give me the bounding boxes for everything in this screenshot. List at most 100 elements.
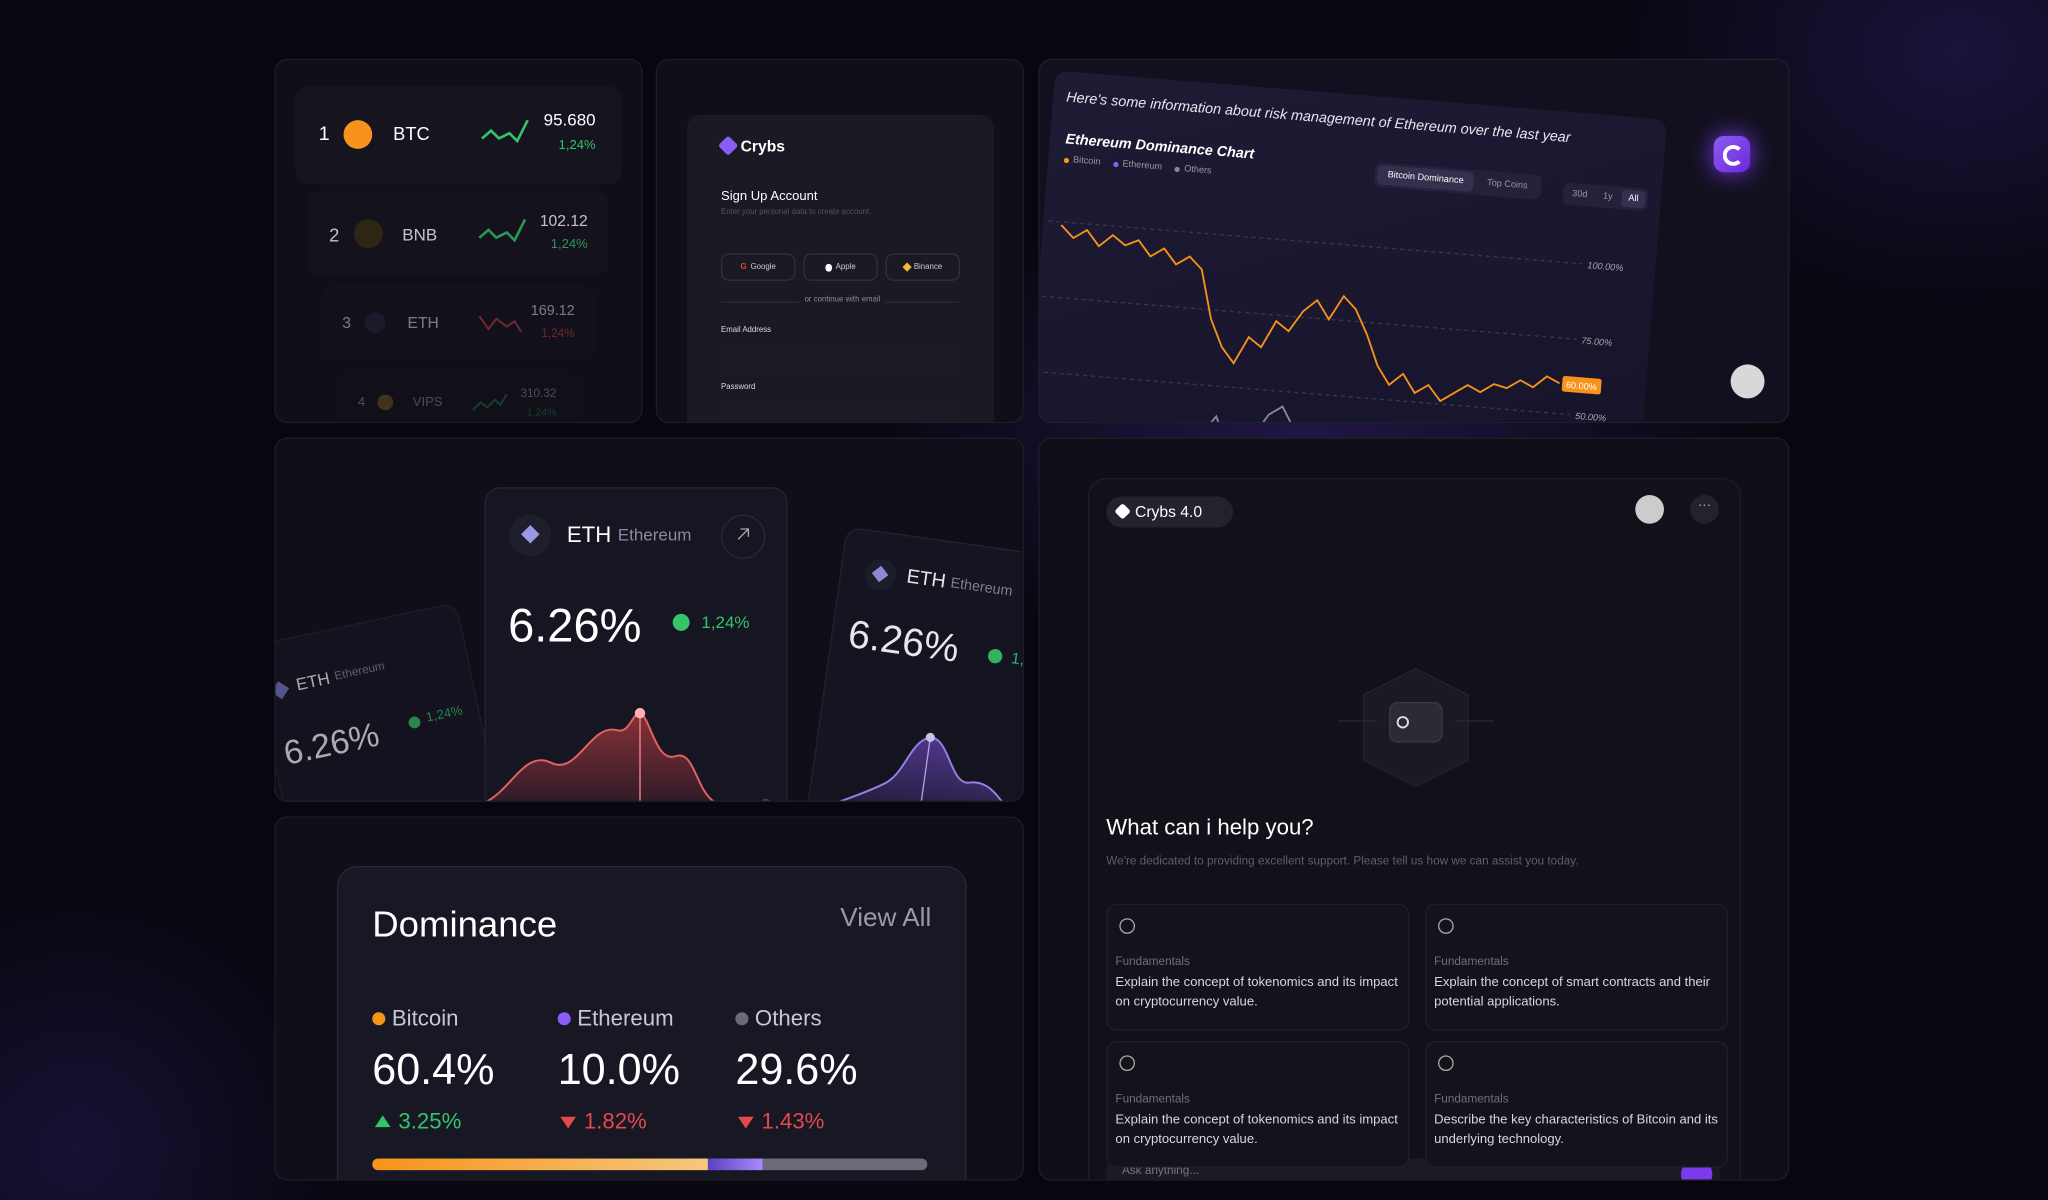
app-icon-glyph [1722,144,1744,166]
more-button[interactable]: ⋯ [1690,495,1719,524]
legend-label: Ethereum [1122,159,1163,173]
legend-dot [372,1012,386,1026]
model-name: Crybs 4.0 [1135,502,1203,522]
field-label: Email Address [720,326,772,335]
prompt-card[interactable]: Fundamentals Describe the key characteris… [1424,1040,1728,1168]
trend-arrow [560,1116,576,1129]
app-icon[interactable] [1713,135,1751,173]
change: 1,24% [558,138,596,153]
coin-row[interactable]: 1 BTC 95.680 1,24% [295,86,622,185]
prompt-text: Explain the concept of tokenomics and it… [1115,1112,1398,1147]
item-name: Others [754,1005,822,1031]
eth-cards-panel: ETH Ethereum 6.26% 1,24% ETH Ethereum 6.… [274,437,1024,802]
prompt-tag: Fundamentals [1434,954,1509,968]
prompt-text: Explain the concept of tokenomics and it… [1115,975,1398,1010]
logo-text: Crybs [740,137,785,156]
item-change: 1.82% [583,1108,647,1134]
prompt-icon [1119,918,1136,934]
prompt-card[interactable]: Fundamentals Explain the concept of token… [1106,1040,1410,1168]
dominance-panel: Dominance View All Bitcoin 60.4% 3.25% Ethe… [274,816,1024,1181]
social-button[interactable]: Binance [885,253,960,281]
view-all-link[interactable]: View All [840,903,932,933]
current-badge [1561,375,1602,395]
symbol: BNB [402,224,438,245]
range-tabs: 30d 1y All [1562,182,1649,212]
assistant-card: Crybs 4.0 ⋯ What can i help you? We're d… [1087,478,1742,1180]
logo-icon [718,135,739,156]
model-icon [1114,503,1131,520]
prompt-card[interactable]: Fundamentals Explain the concept of token… [1106,903,1410,1031]
value: 6.26% [508,598,642,652]
rank: 1 [318,122,330,145]
coin-row[interactable]: 4 VIPS 310.32 1,24% [334,373,583,422]
y-tick-label: 75.00% [1581,336,1613,348]
grid-line [1048,220,1583,265]
legend-item: Others [1174,164,1212,176]
open-button[interactable] [720,514,766,560]
coin-icon [353,219,383,249]
coin-name: Ethereum [949,575,1014,600]
tabs: Bitcoin Dominance Top Coins [1373,161,1542,200]
range-tab[interactable]: 1y [1602,191,1614,202]
legend-item: Ethereum [1113,159,1162,172]
y-tick-label: 50.00% [1575,411,1607,423]
sparkline [478,218,527,243]
symbol: BTC [393,122,430,144]
current-label: 60.00% [1566,380,1598,392]
change-dot [987,648,1004,665]
area-sparkline [805,732,1023,801]
range-tab[interactable]: 30d [1571,189,1588,200]
prompt-tag: Fundamentals [1115,1091,1190,1105]
area-sparkline [486,707,770,801]
dominance-title: Dominance [372,903,558,945]
prompt-text: Explain the concept of smart contracts a… [1434,975,1711,1010]
tab[interactable]: Top Coins [1486,178,1528,192]
heading: Sign Up Account [720,189,818,204]
symbol: ETH [905,565,948,593]
arrow-icon [737,528,750,540]
y-tick-label: 100.00% [1587,260,1624,273]
range-tab[interactable]: All [1621,189,1646,209]
rank: 4 [357,395,366,411]
legend-label: Bitcoin [1072,155,1101,168]
chart-panel: Here's some information about risk manag… [1038,58,1790,424]
rank: 3 [342,313,351,332]
social-button[interactable]: Apple [803,253,878,281]
prompt-card[interactable]: Fundamentals Explain the concept of smart… [1424,903,1728,1031]
eth-card[interactable]: ETH Ethereum 6.26% 1,24% [484,487,788,801]
grid-line [1039,370,1571,416]
email-input[interactable] [720,347,959,373]
item-share: 60.4% [372,1044,495,1094]
sparkline [478,315,522,333]
avatar[interactable] [1730,364,1765,399]
center-graphic [1337,668,1495,788]
password-input[interactable] [720,404,959,422]
price: 95.680 [543,109,596,130]
coin-row[interactable]: 2 BNB 102.12 1,24% [308,190,609,276]
avatar[interactable] [1635,495,1664,524]
model-selector[interactable]: Crybs 4.0 [1106,496,1234,528]
item-name: Ethereum [577,1005,674,1031]
coin-row[interactable]: 3 ETH 169.12 1,24% [321,284,596,361]
value: 6.26% [845,612,962,672]
symbol: VIPS [412,395,443,411]
social-button[interactable]: G Google [720,253,796,281]
subheading: Enter your personal data to create accou… [720,208,872,217]
item-change: 1.43% [761,1108,825,1134]
divider-text: or continue with email [799,296,886,305]
price: 102.12 [539,211,588,230]
symbol: ETH [407,313,439,332]
series-line [1060,224,1560,403]
button-label: Binance [913,263,943,272]
eth-card[interactable]: ETH Ethereum 6.26% 1,24% [804,526,1023,801]
legend-dot [1113,161,1119,167]
tab[interactable]: Bitcoin Dominance [1376,164,1475,192]
change: 1,24% [526,406,557,418]
price: 169.12 [530,303,575,319]
legend-dot [1174,166,1181,172]
eth-card[interactable]: ETH Ethereum 6.26% 1,24% [275,602,501,801]
symbol: ETH [294,668,332,695]
assistant-heading: What can i help you? [1106,815,1314,840]
coin-icon [343,120,373,149]
